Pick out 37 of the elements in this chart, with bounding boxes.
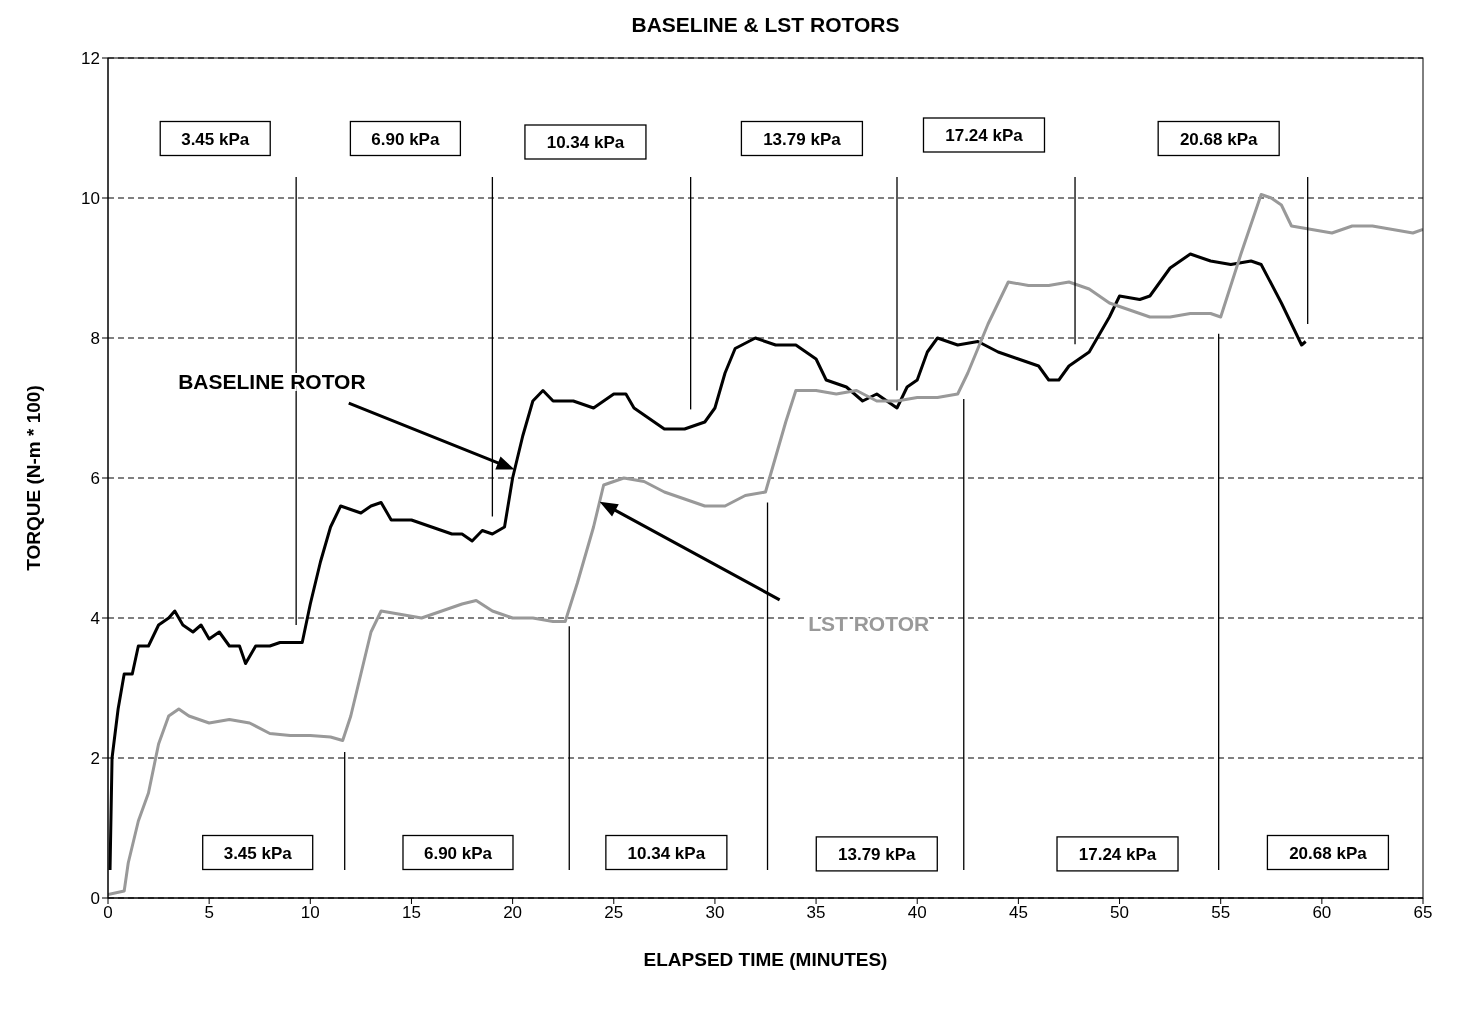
annotation: 10.34 kPa (546, 133, 625, 152)
annotation: 13.79 kPa (763, 129, 842, 149)
annotation: 10.34 kPa (627, 843, 706, 863)
chart-title: BASELINE & LST ROTORS (631, 13, 900, 36)
annotation: 6.90 kPa (423, 843, 493, 863)
x-tick-label: 30 (705, 903, 725, 923)
y-tick-label: 2 (90, 749, 100, 769)
x-tick-label: 5 (204, 903, 214, 923)
x-tick-label: 0 (103, 903, 113, 923)
x-tick-label: 10 (300, 903, 320, 923)
annotation: 17.24 kPa (945, 126, 1024, 145)
y-tick-label: 12 (81, 49, 100, 69)
annotation: 20.68 kPa (1179, 129, 1258, 149)
y-axis-title: TORQUE (N-m * 100) (23, 385, 44, 571)
y-tick-label: 6 (90, 469, 100, 489)
x-tick-label: 55 (1211, 903, 1231, 923)
x-tick-label: 50 (1110, 903, 1129, 923)
text: LST ROTOR (808, 612, 930, 636)
x-tick-label: 40 (907, 903, 927, 923)
x-tick-label: 45 (1008, 903, 1028, 923)
y-tick-label: 4 (90, 609, 100, 629)
x-tick-label: 60 (1312, 903, 1332, 923)
x-tick-label: 65 (1413, 903, 1433, 923)
x-tick-label: 20 (503, 903, 523, 923)
x-tick-label: 25 (604, 903, 624, 923)
y-tick-label: 0 (90, 889, 100, 909)
x-axis-title: ELAPSED TIME (MINUTES) (643, 949, 888, 970)
annotation: 6.90 kPa (371, 129, 440, 149)
y-tick-label: 10 (81, 189, 100, 209)
annotation: 17.24 kPa (1078, 844, 1157, 864)
x-tick-label: 15 (402, 903, 421, 923)
annotation: 3.45 kPa (181, 129, 250, 149)
annotation: 13.79 kPa (838, 844, 917, 864)
x-tick-label: 35 (806, 903, 826, 923)
annotation: 20.68 kPa (1289, 843, 1368, 863)
annotation: 3.45 kPa (223, 843, 293, 863)
y-tick-label: 8 (90, 329, 100, 349)
